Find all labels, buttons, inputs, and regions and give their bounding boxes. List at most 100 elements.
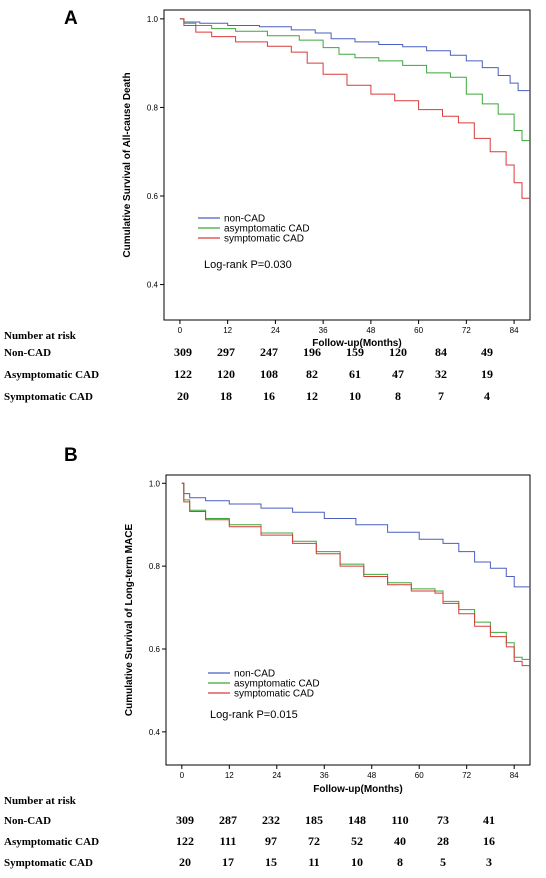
legend-entry: asymptomatic CAD (234, 679, 320, 690)
risk-count: 120 (217, 367, 235, 381)
x-tick-label: 48 (367, 771, 376, 780)
risk-count: 47 (392, 367, 404, 381)
risk-row-label: Symptomatic CAD (4, 857, 93, 869)
risk-count: 196 (303, 345, 321, 359)
risk-count: 49 (481, 345, 493, 359)
panel-letter: A (64, 8, 78, 29)
risk-count: 7 (438, 389, 444, 403)
risk-count: 108 (260, 367, 278, 381)
risk-count: 16 (483, 834, 495, 848)
risk-table-title: Number at risk (4, 330, 77, 342)
y-tick-label: 0.4 (147, 281, 159, 290)
x-tick-label: 48 (366, 326, 375, 335)
x-axis-title: Follow-up(Months) (312, 338, 401, 349)
risk-count: 4 (484, 389, 490, 403)
risk-count: 122 (174, 367, 192, 381)
x-tick-label: 36 (319, 326, 328, 335)
risk-count: 3 (486, 855, 492, 869)
y-tick-label: 0.6 (147, 192, 159, 201)
x-tick-label: 12 (225, 771, 234, 780)
logrank-annotation: Log-rank P=0.030 (204, 259, 292, 271)
x-tick-label: 72 (462, 326, 471, 335)
risk-count: 32 (435, 367, 447, 381)
y-tick-label: 0.6 (149, 645, 161, 654)
risk-count: 148 (348, 813, 366, 827)
series-line-non-cad (179, 18, 530, 92)
x-tick-label: 36 (320, 771, 329, 780)
chart-panel-a: A0 12 24 36 48 60 72 840.40.60.81.0Follow-up(Mo… (4, 8, 531, 403)
x-tick-label: 84 (510, 771, 519, 780)
risk-count: 120 (389, 345, 407, 359)
y-tick-label: 0.8 (147, 103, 159, 112)
risk-count: 40 (394, 834, 406, 848)
y-tick-label: 0.8 (149, 562, 161, 571)
risk-count: 232 (262, 813, 280, 827)
risk-count: 122 (176, 834, 194, 848)
risk-count: 19 (481, 367, 493, 381)
risk-count: 5 (440, 855, 446, 869)
risk-count: 73 (437, 813, 449, 827)
risk-count: 8 (397, 855, 403, 869)
x-tick-label: 12 (223, 326, 232, 335)
legend-entry: asymptomatic CAD (224, 224, 310, 235)
plot-frame (165, 474, 531, 766)
risk-count: 18 (220, 389, 232, 403)
y-tick-label: 1.0 (149, 479, 161, 488)
risk-row-label: Asymptomatic CAD (4, 836, 99, 848)
risk-count: 28 (437, 834, 449, 848)
risk-count: 8 (395, 389, 401, 403)
risk-count: 10 (351, 855, 363, 869)
series-line-asymptomatic-cad (179, 18, 530, 142)
risk-count: 111 (220, 834, 237, 848)
panel-letter: B (64, 445, 78, 466)
x-tick-label: 24 (272, 771, 281, 780)
risk-row-label: Non-CAD (4, 815, 51, 827)
risk-count: 287 (219, 813, 237, 827)
risk-count: 11 (308, 855, 319, 869)
risk-count: 309 (174, 345, 192, 359)
legend-entry: symptomatic CAD (224, 234, 304, 245)
risk-count: 110 (391, 813, 408, 827)
risk-count: 16 (263, 389, 275, 403)
series-line-symptomatic-cad (181, 482, 530, 667)
risk-count: 12 (306, 389, 318, 403)
risk-count: 52 (351, 834, 363, 848)
y-tick-label: 0.4 (149, 728, 161, 737)
x-tick-label: 60 (415, 771, 424, 780)
risk-count: 17 (222, 855, 234, 869)
risk-row-label: Asymptomatic CAD (4, 369, 99, 381)
x-tick-label: 60 (414, 326, 423, 335)
risk-count: 41 (483, 813, 495, 827)
x-tick-label: 0 (180, 771, 185, 780)
risk-count: 97 (265, 834, 277, 848)
y-axis-title: Cumulative Survival of Long-term MACE (124, 524, 135, 717)
x-tick-label: 24 (271, 326, 280, 335)
risk-count: 61 (349, 367, 361, 381)
plot-frame (163, 9, 531, 321)
series-line-symptomatic-cad (179, 18, 530, 199)
logrank-annotation: Log-rank P=0.015 (210, 709, 298, 721)
risk-count: 297 (217, 345, 235, 359)
chart-panel-b: B 0 12 24 36 48 60 72 84 0.4 0.6 0.8 1.0 Follow-up(Mo… (4, 445, 531, 869)
legend-entry: non-CAD (234, 669, 275, 680)
risk-count: 15 (265, 855, 277, 869)
series-line-non-cad (181, 482, 530, 588)
risk-count: 309 (176, 813, 194, 827)
risk-count: 72 (308, 834, 320, 848)
risk-row-label: Symptomatic CAD (4, 391, 93, 403)
risk-count: 247 (260, 345, 278, 359)
risk-count: 20 (179, 855, 191, 869)
risk-count: 20 (177, 389, 189, 403)
y-axis-title: Cumulative Survival of All-cause Death (122, 72, 133, 257)
x-tick-label: 72 (462, 771, 471, 780)
x-tick-label: 0 (178, 326, 183, 335)
x-tick-label: 84 (510, 326, 519, 335)
risk-row-label: Non-CAD (4, 347, 51, 359)
legend-entry: non-CAD (224, 214, 265, 225)
risk-count: 84 (435, 345, 447, 359)
risk-count: 185 (305, 813, 323, 827)
x-axis-title: Follow-up(Months) (313, 784, 402, 795)
risk-count: 10 (349, 389, 361, 403)
risk-count: 159 (346, 345, 364, 359)
